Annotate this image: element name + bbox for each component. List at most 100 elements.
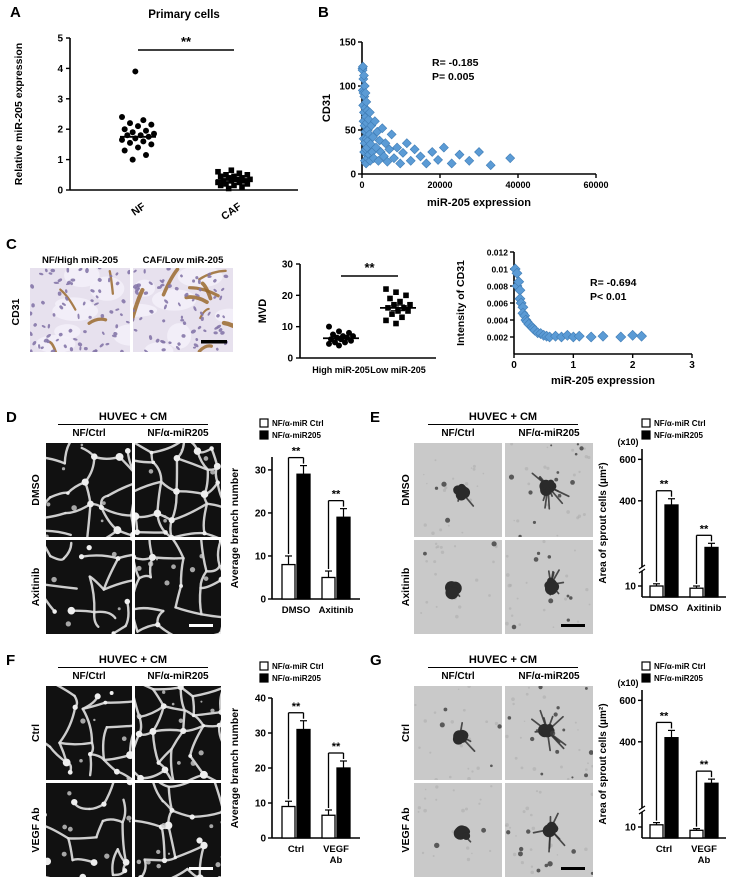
panel-b: B 0 50 100 150 0 20000 40000 60000 R= -0.185 P= 0… xyxy=(314,2,731,232)
svg-text:2: 2 xyxy=(630,360,636,371)
svg-text:0.008: 0.008 xyxy=(487,282,509,292)
svg-text:5: 5 xyxy=(57,34,63,45)
panel-e-letter: E xyxy=(370,409,381,426)
svg-text:600: 600 xyxy=(619,455,636,466)
svg-text:0: 0 xyxy=(511,360,517,371)
svg-text:0: 0 xyxy=(359,180,364,190)
panel-d: D HUVEC + CM NF/Ctrl NF/α-miR205 DMSO Ax… xyxy=(2,407,364,648)
svg-text:4: 4 xyxy=(57,64,63,75)
svg-text:DMSO: DMSO xyxy=(282,605,311,616)
panel-a: A 0 1 2 3 4 5 ** Primary cells Relative miR-205 … xyxy=(6,2,312,232)
svg-text:20: 20 xyxy=(255,508,267,519)
svg-text:MVD: MVD xyxy=(257,299,269,324)
svg-text:R= -0.185: R= -0.185 xyxy=(432,57,479,69)
svg-text:Axitinib: Axitinib xyxy=(687,603,722,614)
svg-text:1: 1 xyxy=(571,360,577,371)
panel-f-header: HUVEC + CM xyxy=(58,654,208,668)
branch-number-bar-chart-f: 0 10 20 30 40 ** ** NF/α-miR Ctrl NF/α-miR205 Ave… xyxy=(229,661,360,866)
svg-text:0: 0 xyxy=(57,186,63,197)
svg-text:VEGF: VEGF xyxy=(691,844,717,855)
svg-text:20000: 20000 xyxy=(427,180,452,190)
svg-text:Ctrl: Ctrl xyxy=(656,844,672,855)
svg-text:**: ** xyxy=(660,479,669,491)
panel-g-letter: G xyxy=(370,652,382,669)
panel-f-letter: F xyxy=(6,652,16,669)
sprout-micrograph-dmso-nfctrl xyxy=(414,443,502,537)
panel-f-col-amir205: NF/α-miR205 xyxy=(147,671,209,682)
svg-text:NF/α-miR205: NF/α-miR205 xyxy=(654,431,703,440)
svg-text:Average branch number: Average branch number xyxy=(229,468,241,588)
panel-g-row-vegfab: VEGF Ab xyxy=(400,807,412,853)
svg-text:20: 20 xyxy=(255,764,267,775)
svg-text:**: ** xyxy=(364,260,375,275)
cd31-intensity-scatter-chart: 0.002 0.004 0.006 0.008 0.01 0.012 0 1 2 3 R= -0.6… xyxy=(455,248,695,388)
svg-text:NF/α-miR205: NF/α-miR205 xyxy=(272,674,321,683)
svg-text:NF/α-miR205: NF/α-miR205 xyxy=(272,431,321,440)
svg-text:DMSO: DMSO xyxy=(650,603,679,614)
svg-text:3: 3 xyxy=(689,360,695,371)
svg-text:0: 0 xyxy=(260,834,266,845)
svg-text:400: 400 xyxy=(619,496,636,507)
panel-d-letter: D xyxy=(6,409,17,426)
svg-text:**: ** xyxy=(700,759,709,771)
mvd-dotplot-chart: 0 10 20 30 ** MVD High miR-205 Low miR-205 xyxy=(257,260,436,375)
svg-text:Area of sprout cells (μm²): Area of sprout cells (μm²) xyxy=(598,462,609,583)
branch-number-bar-chart-d: 0 10 20 30 ** ** NF/α-miR Ctrl NF/α-miR205 Avera… xyxy=(229,418,360,616)
panel-c: C CD31 NF/High miR-205 CAF/Low miR-205 0… xyxy=(0,234,731,406)
sprout-micrograph-dmso-amir205 xyxy=(505,443,593,537)
svg-text:600: 600 xyxy=(619,696,636,707)
panel-e-col-amir205: NF/α-miR205 xyxy=(518,428,580,439)
svg-text:P< 0.01: P< 0.01 xyxy=(590,291,627,303)
svg-text:0.01: 0.01 xyxy=(491,265,508,275)
sprout-area-bar-chart-g: 10 400 600 (x10) ** ** NF/α-miR Ctrl NF/α-miR20… xyxy=(598,661,726,866)
panel-c-letter: C xyxy=(6,236,17,253)
tube-micrograph-dmso-nfctrl xyxy=(46,443,132,537)
tube-micrograph-axitinib-amir205 xyxy=(135,540,221,634)
panel-g-col-nfctrl: NF/Ctrl xyxy=(441,671,475,682)
svg-text:**: ** xyxy=(292,701,301,713)
svg-text:30: 30 xyxy=(282,260,294,271)
svg-text:(x10): (x10) xyxy=(617,437,638,447)
panel-f: F HUVEC + CM NF/Ctrl NF/α-miR205 Ctrl VE… xyxy=(2,650,364,884)
panel-e: E HUVEC + CM NF/Ctrl NF/α-miR205 DMSO Ax… xyxy=(366,407,731,648)
svg-text:CAF: CAF xyxy=(219,200,244,223)
svg-text:Area of sprout cells (μm²): Area of sprout cells (μm²) xyxy=(598,703,609,824)
panel-e-row-dmso: DMSO xyxy=(400,474,412,506)
svg-text:**: ** xyxy=(700,523,709,535)
svg-text:100: 100 xyxy=(339,82,356,93)
tube-micrograph-vegfab-amir205 xyxy=(135,783,221,877)
panel-d-header: HUVEC + CM xyxy=(58,411,208,425)
svg-text:2: 2 xyxy=(57,125,63,136)
ihc-title-caf-low: CAF/Low miR-205 xyxy=(142,255,224,266)
panel-d-row-dmso: DMSO xyxy=(30,474,42,506)
svg-text:Ab: Ab xyxy=(698,855,711,866)
svg-text:0.002: 0.002 xyxy=(487,333,509,343)
svg-text:NF/α-miR Ctrl: NF/α-miR Ctrl xyxy=(654,419,706,428)
svg-text:10: 10 xyxy=(282,322,294,333)
panel-g-header: HUVEC + CM xyxy=(428,654,578,668)
svg-text:Primary cells: Primary cells xyxy=(148,9,220,21)
svg-text:NF/α-miR205: NF/α-miR205 xyxy=(654,674,703,683)
panel-g-col-amir205: NF/α-miR205 xyxy=(518,671,580,682)
sprout-micrograph-vegfab-amir205 xyxy=(505,783,593,877)
svg-text:0.004: 0.004 xyxy=(487,316,509,326)
svg-text:Axitinib: Axitinib xyxy=(319,605,354,616)
svg-text:0: 0 xyxy=(287,354,293,365)
panel-f-col-nfctrl: NF/Ctrl xyxy=(72,671,106,682)
svg-text:40: 40 xyxy=(255,694,267,705)
panel-a-letter: A xyxy=(10,4,21,21)
panel-f-row-vegfab: VEGF Ab xyxy=(30,807,42,853)
ihc-micrograph-nf-high xyxy=(30,268,130,352)
cd31-row-label: CD31 xyxy=(10,298,22,326)
tube-micrograph-dmso-amir205 xyxy=(135,443,221,537)
svg-text:400: 400 xyxy=(619,737,636,748)
svg-text:miR-205 expression: miR-205 expression xyxy=(551,375,655,387)
svg-text:3: 3 xyxy=(57,94,63,105)
panel-b-letter: B xyxy=(318,4,329,21)
svg-text:40000: 40000 xyxy=(505,180,530,190)
svg-text:Ctrl: Ctrl xyxy=(288,844,304,855)
tube-micrograph-axitinib-nfctrl xyxy=(46,540,132,634)
svg-text:P= 0.005: P= 0.005 xyxy=(432,71,474,83)
svg-text:**: ** xyxy=(292,446,301,458)
